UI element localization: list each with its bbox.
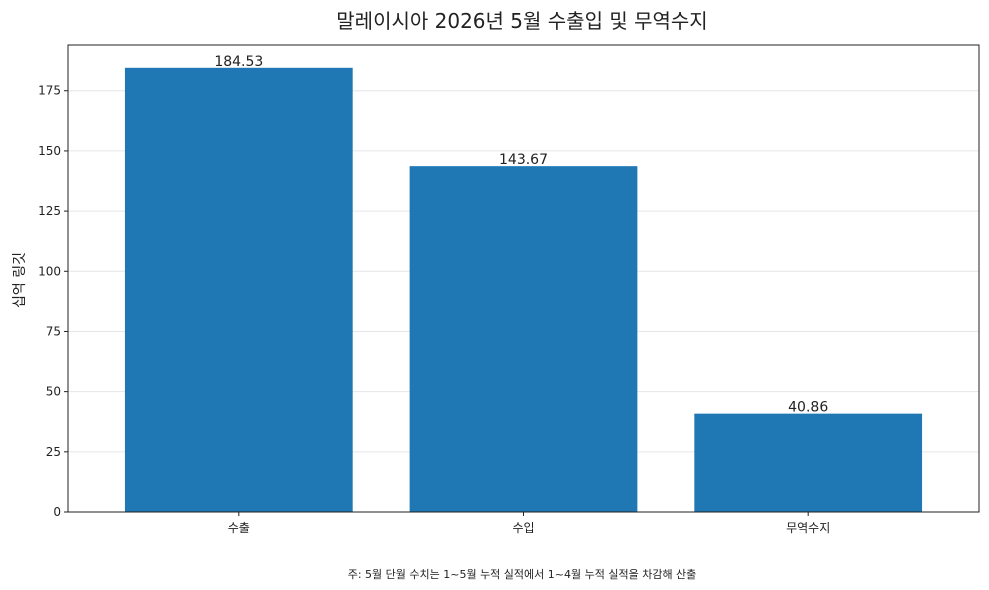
bar-1 [124, 67, 353, 513]
bar-3 [694, 413, 923, 512]
bar-2 [409, 166, 638, 512]
x-axis: 수출 수입 무역수지 [228, 512, 830, 535]
y-axis: 0 25 50 75 100 125 150 175 [38, 84, 68, 519]
x-tick-label: 무역수지 [786, 521, 830, 535]
y-tick-label: 25 [46, 445, 61, 459]
y-tick-label: 50 [46, 385, 61, 399]
data-label-2: 143.67 [499, 152, 548, 168]
x-tick-label: 수출 [228, 521, 250, 535]
bars [124, 67, 923, 513]
data-label-3: 40.86 [788, 400, 828, 416]
footnote: 주: 5월 단월 수치는 1~5월 누적 실적에서 1~4월 누적 실적을 차감… [348, 567, 697, 581]
y-tick-label: 125 [38, 204, 61, 218]
data-label-1: 184.53 [214, 54, 263, 70]
y-tick-label: 75 [46, 324, 61, 338]
data-labels: 184.53 143.67 40.86 [214, 54, 828, 416]
chart-title: 말레이시아 2026년 5월 수출입 및 무역수지 [336, 9, 707, 33]
y-tick-label: 175 [38, 84, 61, 98]
x-tick-label: 수입 [512, 521, 534, 535]
y-tick-label: 100 [38, 264, 61, 278]
y-tick-label: 150 [38, 144, 61, 158]
y-tick-label: 0 [53, 505, 61, 519]
y-axis-label: 십억 링깃 [12, 252, 28, 308]
